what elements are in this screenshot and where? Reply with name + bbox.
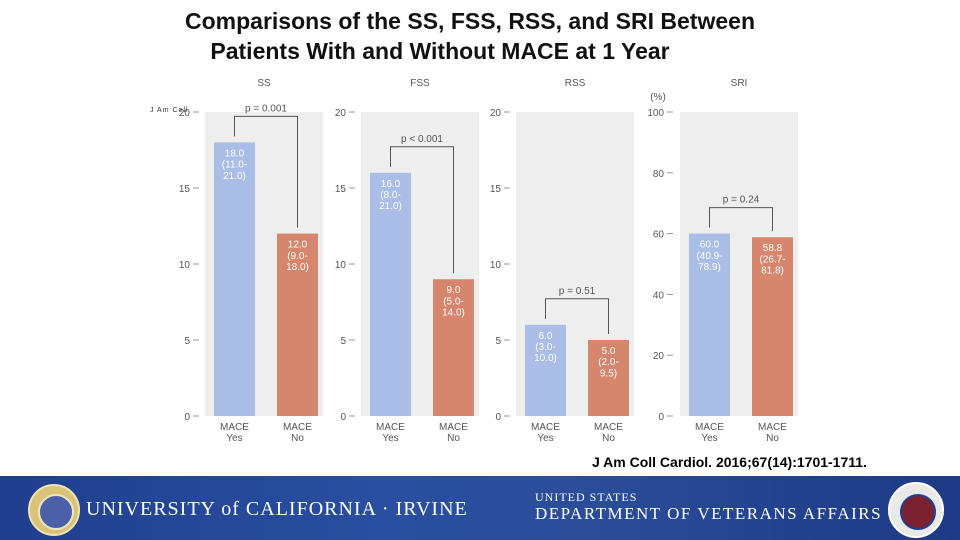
fss-title: FSS bbox=[410, 78, 430, 89]
sri-tick-label: 80 bbox=[653, 169, 665, 180]
sri-tick-label: 60 bbox=[653, 230, 665, 241]
fss-bar-mace-no bbox=[433, 279, 474, 416]
sri-tick-label: 40 bbox=[653, 290, 665, 301]
uci-wordmark: UNIVERSITY of CALIFORNIA · IRVINE bbox=[86, 498, 468, 520]
ss-tick-label: 20 bbox=[179, 108, 191, 119]
rss-bar-mace-yes bbox=[525, 324, 566, 416]
ss-p-bracket bbox=[234, 115, 298, 228]
ss-bar-mace-no bbox=[277, 233, 318, 416]
ss-data-label-mace-no: 12.0 (9.0-18.0) bbox=[286, 240, 309, 273]
sri-title: SRI bbox=[731, 78, 748, 89]
fss-bar-mace-yes bbox=[370, 172, 411, 416]
fss-data-label-mace-no: 9.0 (5.0-14.0) bbox=[442, 285, 465, 318]
rss-title: RSS bbox=[565, 78, 586, 89]
rss-tick-label: 0 bbox=[495, 412, 501, 423]
rss-tick-label: 5 bbox=[495, 336, 501, 347]
sri-tick-label: 0 bbox=[658, 412, 664, 423]
ss-tick-label: 5 bbox=[184, 336, 190, 347]
rss-p-value: p = 0.51 bbox=[559, 286, 596, 297]
va-seal-icon bbox=[888, 482, 944, 538]
rss-category-label-mace-yes: MACE Yes bbox=[531, 422, 560, 444]
rss-category-label-mace-no: MACE No bbox=[594, 422, 623, 444]
rss-tick-label: 10 bbox=[490, 260, 502, 271]
va-wordmark-line-1: UNITED STATES bbox=[535, 490, 638, 504]
rss-p-bracket bbox=[545, 298, 609, 334]
fss-tick-label: 5 bbox=[340, 336, 346, 347]
uci-seal-icon bbox=[28, 484, 80, 536]
sri-data-label-mace-no: 58.8 (26.7-81.8) bbox=[759, 243, 785, 276]
ss-data-label-mace-yes: 18.0 (11.0-21.0) bbox=[222, 148, 247, 181]
sri-tick-label: 100 bbox=[647, 108, 664, 119]
sri-category-label-mace-no: MACE No bbox=[758, 422, 787, 444]
ss-category-label-mace-no: MACE No bbox=[283, 422, 312, 444]
rss-tick-label: 15 bbox=[490, 184, 502, 195]
fss-p-bracket bbox=[390, 146, 454, 274]
fss-category-label-mace-yes: MACE Yes bbox=[376, 422, 405, 444]
ss-bar-mace-yes bbox=[214, 142, 255, 416]
rss-data-label-mace-yes: 6.0 (3.0-10.0) bbox=[534, 331, 557, 364]
sri-tick-label: 20 bbox=[653, 351, 665, 362]
ss-tick-label: 10 bbox=[179, 260, 191, 271]
rss-tick-label: 20 bbox=[490, 108, 502, 119]
ss-tick-label: 0 bbox=[184, 412, 190, 423]
ss-p-value: p = 0.001 bbox=[245, 103, 287, 114]
fss-tick-label: 0 bbox=[340, 412, 346, 423]
sri-bar-mace-yes bbox=[689, 233, 730, 416]
fss-category-label-mace-no: MACE No bbox=[439, 422, 468, 444]
ss-tick-label: 15 bbox=[179, 184, 191, 195]
ss-title: SS bbox=[257, 78, 271, 89]
sri-category-label-mace-yes: MACE Yes bbox=[695, 422, 724, 444]
sri-p-bracket bbox=[709, 207, 773, 232]
rss-data-label-mace-no: 5.0 (2.0-9.5) bbox=[598, 346, 619, 379]
title-line-2: Patients With and Without MACE at 1 Year bbox=[210, 38, 670, 64]
sri-data-label-mace-yes: 60.0 (40.9-78.9) bbox=[696, 240, 722, 273]
ss-category-label-mace-yes: MACE Yes bbox=[220, 422, 249, 444]
citation: J Am Coll Cardiol. 2016;67(14):1701-1711… bbox=[592, 454, 867, 470]
title-line-1: Comparisons of the SS, FSS, RSS, and SRI… bbox=[185, 8, 755, 34]
fss-tick-label: 20 bbox=[335, 108, 347, 119]
fss-data-label-mace-yes: 16.0 (8.0-21.0) bbox=[379, 179, 402, 212]
figure-watermark-citation: J Am Coll bbox=[150, 107, 189, 114]
chart-figure: SS 0 5 10 15 20 18.0 (11.0-21.0) MACE Yes 12.0 (9.0… bbox=[179, 78, 798, 444]
sri-unit-label: (%) bbox=[650, 92, 666, 103]
fss-tick-label: 15 bbox=[335, 184, 347, 195]
page-title: Comparisons of the SS, FSS, RSS, and SRI… bbox=[0, 6, 960, 66]
sri-p-value: p = 0.24 bbox=[723, 195, 760, 206]
fss-tick-label: 10 bbox=[335, 260, 347, 271]
fss-p-value: p < 0.001 bbox=[401, 134, 443, 145]
footer-banner: UNIVERSITY of CALIFORNIA · IRVINE UNITED… bbox=[0, 476, 960, 540]
sri-bar-mace-no bbox=[752, 237, 793, 416]
va-wordmark-line-2: DEPARTMENT OF VETERANS AFFAIRS bbox=[535, 504, 883, 523]
rss-bar-mace-no bbox=[588, 340, 629, 416]
